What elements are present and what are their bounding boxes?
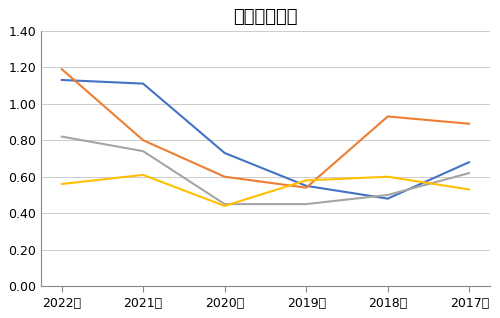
Title: 总资产周转率: 总资产周转率 (233, 8, 298, 26)
